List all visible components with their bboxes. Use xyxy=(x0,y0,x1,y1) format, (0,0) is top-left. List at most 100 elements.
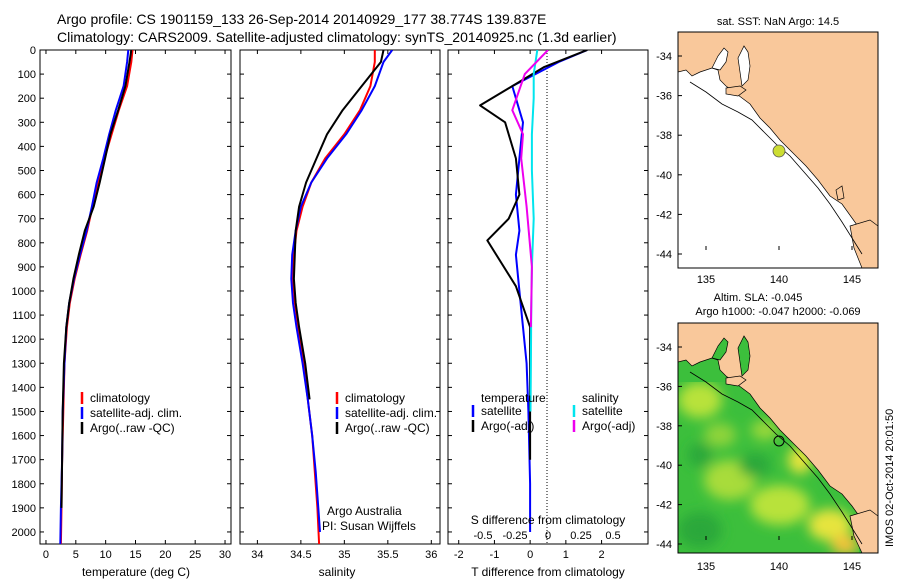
depth-tick-label: 1500 xyxy=(12,406,36,418)
x-tick-label: 30 xyxy=(219,549,231,561)
map-tick-label: -36 xyxy=(656,91,672,103)
salinity-lines xyxy=(290,50,394,544)
series-line xyxy=(511,50,549,328)
x-tick-label: 5 xyxy=(73,549,79,561)
map-tick-label: -40 xyxy=(656,460,672,472)
depth-tick-label: 1400 xyxy=(12,382,36,394)
x-tick-label: 35.5 xyxy=(377,549,398,561)
series-line xyxy=(290,50,394,533)
legend-label-argo: Argo(..raw -QC) xyxy=(90,421,175,435)
depth-tick-label: 100 xyxy=(18,69,36,81)
sla-map-title-2: Argo h1000: -0.047 h2000: -0.069 xyxy=(695,306,860,318)
difference-lines xyxy=(479,50,588,532)
map-tick-label: -38 xyxy=(656,130,672,142)
x-tick-label: -1 xyxy=(490,549,500,561)
temperature-axis-ticks: 0 5 10 15 20 25 30 xyxy=(43,50,231,561)
t-difference-xlabel: T difference from climatology xyxy=(471,565,625,579)
map-tick-label: -42 xyxy=(656,500,672,512)
series-line xyxy=(529,50,539,412)
salinity-axis-ticks: 34 34.5 35 35.5 36 xyxy=(251,50,437,561)
depth-tick-label: 700 xyxy=(18,214,36,226)
x-tick-label: 35 xyxy=(338,549,350,561)
depth-tick-label: 1100 xyxy=(12,310,36,322)
x-tick-label: -2 xyxy=(454,549,464,561)
tasmania xyxy=(849,219,878,268)
sst-map-ticks: 135 140 145 -34 -36 -38 -40 -42 -44 xyxy=(656,51,861,286)
x-tick-label: 0 xyxy=(43,549,49,561)
map-tick-label: 140 xyxy=(770,274,788,286)
sst-map: sat. SST: NaN Argo: 14.5 135 140 145 -34 -36… xyxy=(656,16,879,286)
s-difference-label: S difference from climatology xyxy=(471,513,626,527)
map-tick-label: 145 xyxy=(843,274,861,286)
legend-temp-argo: Argo(-adj) xyxy=(481,419,534,433)
s-diff-tick-label: 0 xyxy=(545,530,551,542)
map-tick-label: -38 xyxy=(656,421,672,433)
salinity-annotation-line1: Argo Australia xyxy=(327,504,402,518)
argo-float-marker xyxy=(773,435,785,447)
legend-temp-satellite: satellite xyxy=(481,404,522,418)
sst-map-title: sat. SST: NaN Argo: 14.5 xyxy=(717,16,839,28)
shelf-contour xyxy=(689,371,863,545)
depth-tick-label: 1800 xyxy=(12,479,36,491)
x-tick-label: 20 xyxy=(159,549,171,561)
tasmania xyxy=(849,509,878,553)
difference-panel: -2 -1 0 1 2 temperature satellite Argo(-adj)… xyxy=(447,49,649,579)
depth-tick-label: 1000 xyxy=(12,286,36,298)
salinity-depth-ticks xyxy=(240,49,440,533)
x-tick-label: 15 xyxy=(129,549,141,561)
map-tick-label: -40 xyxy=(656,170,672,182)
map-tick-label: 145 xyxy=(843,561,861,573)
x-tick-label: 10 xyxy=(100,549,112,561)
legend-temperature-title: temperature xyxy=(481,391,546,405)
legend-salinity-title: salinity xyxy=(582,391,619,405)
map-tick-label: -44 xyxy=(656,249,672,261)
imos-timestamp: IMOS 02-Oct-2014 20:01:50 xyxy=(884,409,896,547)
depth-tick-label: 1700 xyxy=(12,455,36,467)
sla-anomaly-patches xyxy=(678,382,859,553)
depth-tick-label: 0 xyxy=(30,45,36,57)
map-tick-label: -34 xyxy=(656,342,672,354)
series-line xyxy=(292,50,385,400)
series-line xyxy=(60,50,133,508)
s-diff-tick-label: -0.5 xyxy=(474,530,493,542)
kangaroo-island xyxy=(725,375,747,387)
x-tick-label: 0 xyxy=(527,549,533,561)
depth-tick-label: 900 xyxy=(18,262,36,274)
x-tick-label: 34 xyxy=(251,549,263,561)
difference-legend: temperature satellite Argo(-adj) salinit… xyxy=(471,391,635,433)
salinity-annotation-line2: PI: Susan Wijffels xyxy=(322,519,416,533)
depth-tick-label: 1600 xyxy=(12,431,36,443)
map-tick-label: 140 xyxy=(770,561,788,573)
map-tick-label: -44 xyxy=(656,539,672,551)
argo-float-marker xyxy=(772,144,786,158)
temperature-panel: 0100200300400500600700800900100011001200… xyxy=(12,45,232,579)
depth-tick-label: 2000 xyxy=(12,527,36,539)
map-tick-label: -42 xyxy=(656,209,672,221)
depth-tick-label: 1300 xyxy=(12,358,36,370)
king-island xyxy=(835,185,845,201)
legend-label-argo: Argo(..raw -QC) xyxy=(345,421,430,435)
depth-tick-label: 800 xyxy=(18,238,36,250)
x-tick-label: 34.5 xyxy=(290,549,311,561)
depth-tick-label: 1200 xyxy=(12,334,36,346)
s-diff-tick-label: 0.25 xyxy=(570,530,591,542)
map-tick-label: 135 xyxy=(697,274,715,286)
st-vincent-gulf xyxy=(737,335,751,377)
depth-tick-label: 200 xyxy=(18,93,36,105)
map-tick-label: 135 xyxy=(697,561,715,573)
salinity-panel: 34 34.5 35 35.5 36 climatology satellite-adj… xyxy=(239,49,441,579)
map-tick-label: -36 xyxy=(656,381,672,393)
s-difference-ticks: -0.5 -0.25 0 0.25 0.5 xyxy=(474,530,621,542)
legend-sal-satellite: satellite xyxy=(582,404,623,418)
salinity-xlabel: salinity xyxy=(319,565,356,579)
difference-depth-ticks xyxy=(448,49,648,533)
x-tick-label: 25 xyxy=(189,549,201,561)
x-tick-label: 2 xyxy=(599,549,605,561)
temperature-legend: climatology satellite-adj. clim. Argo(..… xyxy=(80,391,182,435)
sla-map: Altim. SLA: -0.045 Argo h1000: -0.047 h2… xyxy=(656,292,896,573)
series-line xyxy=(511,50,588,532)
difference-axis-ticks: -2 -1 0 1 2 xyxy=(454,50,605,561)
x-tick-label: 36 xyxy=(425,549,437,561)
temperature-lines xyxy=(59,50,134,544)
salinity-legend: climatology satellite-adj. clim. Argo(..… xyxy=(335,391,437,435)
